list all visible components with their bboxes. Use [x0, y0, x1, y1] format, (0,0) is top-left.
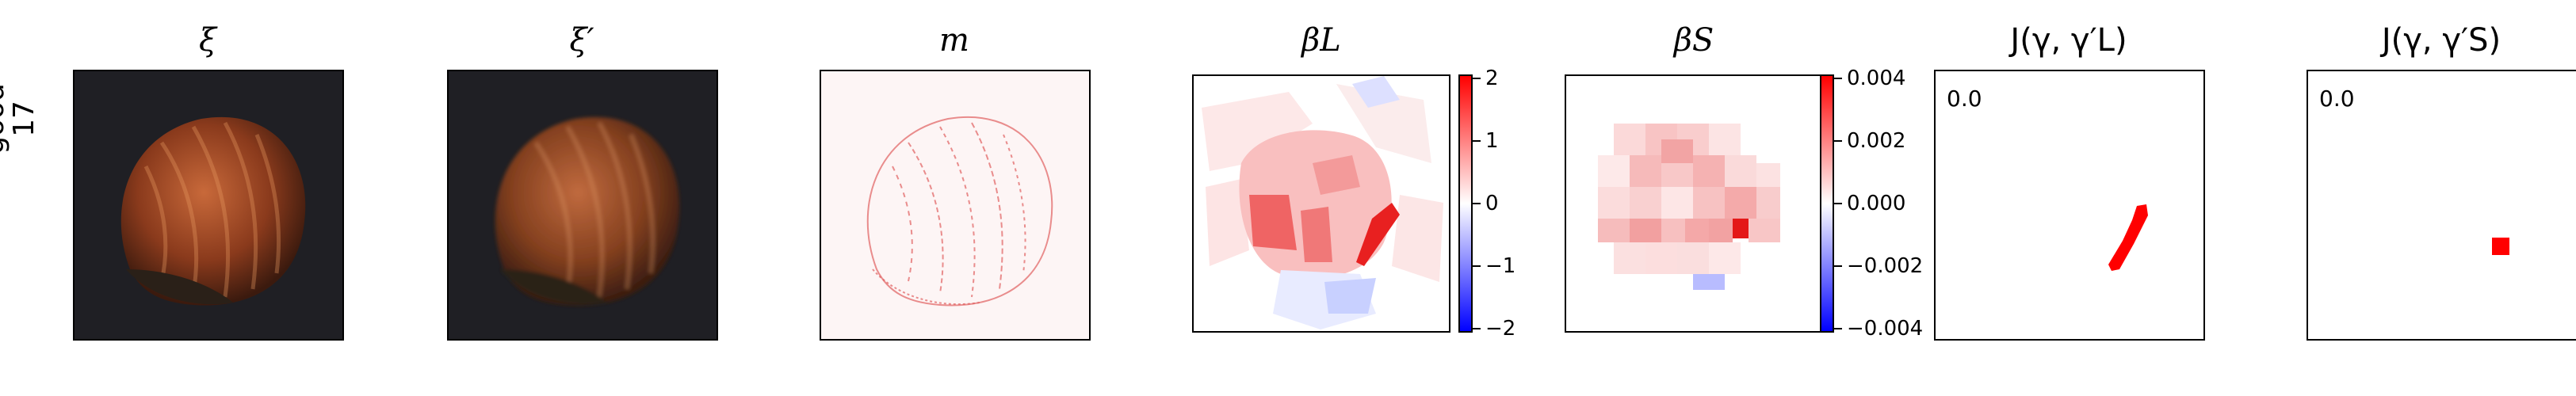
colorbar-beta-l-tick-1: 2	[1485, 67, 1499, 90]
row-label: good 17	[0, 40, 59, 198]
score-j-l: 0.0	[1947, 86, 1982, 112]
mask-j-s: 0.0	[2307, 70, 2576, 341]
panel-title-m: m	[939, 22, 969, 59]
heatmap-beta-s	[1565, 74, 1823, 333]
panel-title-xi-prime: ξ′	[569, 22, 594, 59]
colorbar-beta-s-tick-4: −0.002	[1847, 254, 1924, 278]
colorbar-beta-s-tick-2: 0.002	[1847, 129, 1906, 153]
score-j-s: 0.0	[2319, 86, 2355, 112]
panel-title-j-l: J(γ, γ′L)	[2010, 22, 2127, 59]
mask-j-l-region	[2108, 204, 2148, 271]
panel-title-xi: ξ	[198, 22, 217, 59]
panel-title-beta-s: βS	[1673, 22, 1714, 59]
colorbar-beta-l-tick-5: −2	[1485, 317, 1516, 341]
colorbar-beta-l-tick-4: −1	[1485, 254, 1516, 278]
colorbar-beta-s-tick-1: 0.004	[1847, 67, 1906, 90]
colorbar-beta-s-tick-5: −0.004	[1847, 317, 1924, 341]
image-xi-prime	[447, 70, 718, 341]
image-xi	[73, 70, 344, 341]
beta-s-grid	[1566, 76, 1821, 331]
colorbar-beta-l	[1458, 74, 1473, 333]
difference-map	[866, 116, 1053, 307]
beta-l-segments	[1194, 76, 1449, 331]
hazelnut-reconstruction-image	[495, 116, 680, 306]
image-m	[820, 70, 1091, 341]
mask-j-l: 0.0	[1934, 70, 2205, 341]
hazelnut-image	[120, 116, 306, 306]
mask-j-s-region	[2492, 238, 2509, 255]
panel-title-j-s: J(γ, γ′S)	[2381, 22, 2501, 59]
heatmap-beta-l	[1192, 74, 1450, 333]
panel-title-beta-l: βL	[1301, 22, 1341, 59]
colorbar-beta-s	[1820, 74, 1834, 333]
colorbar-beta-l-tick-2: 1	[1485, 129, 1499, 153]
colorbar-beta-s-tick-3: 0.000	[1847, 192, 1906, 215]
row-label-index: 17	[8, 101, 40, 137]
colorbar-beta-l-tick-3: 0	[1485, 192, 1499, 215]
